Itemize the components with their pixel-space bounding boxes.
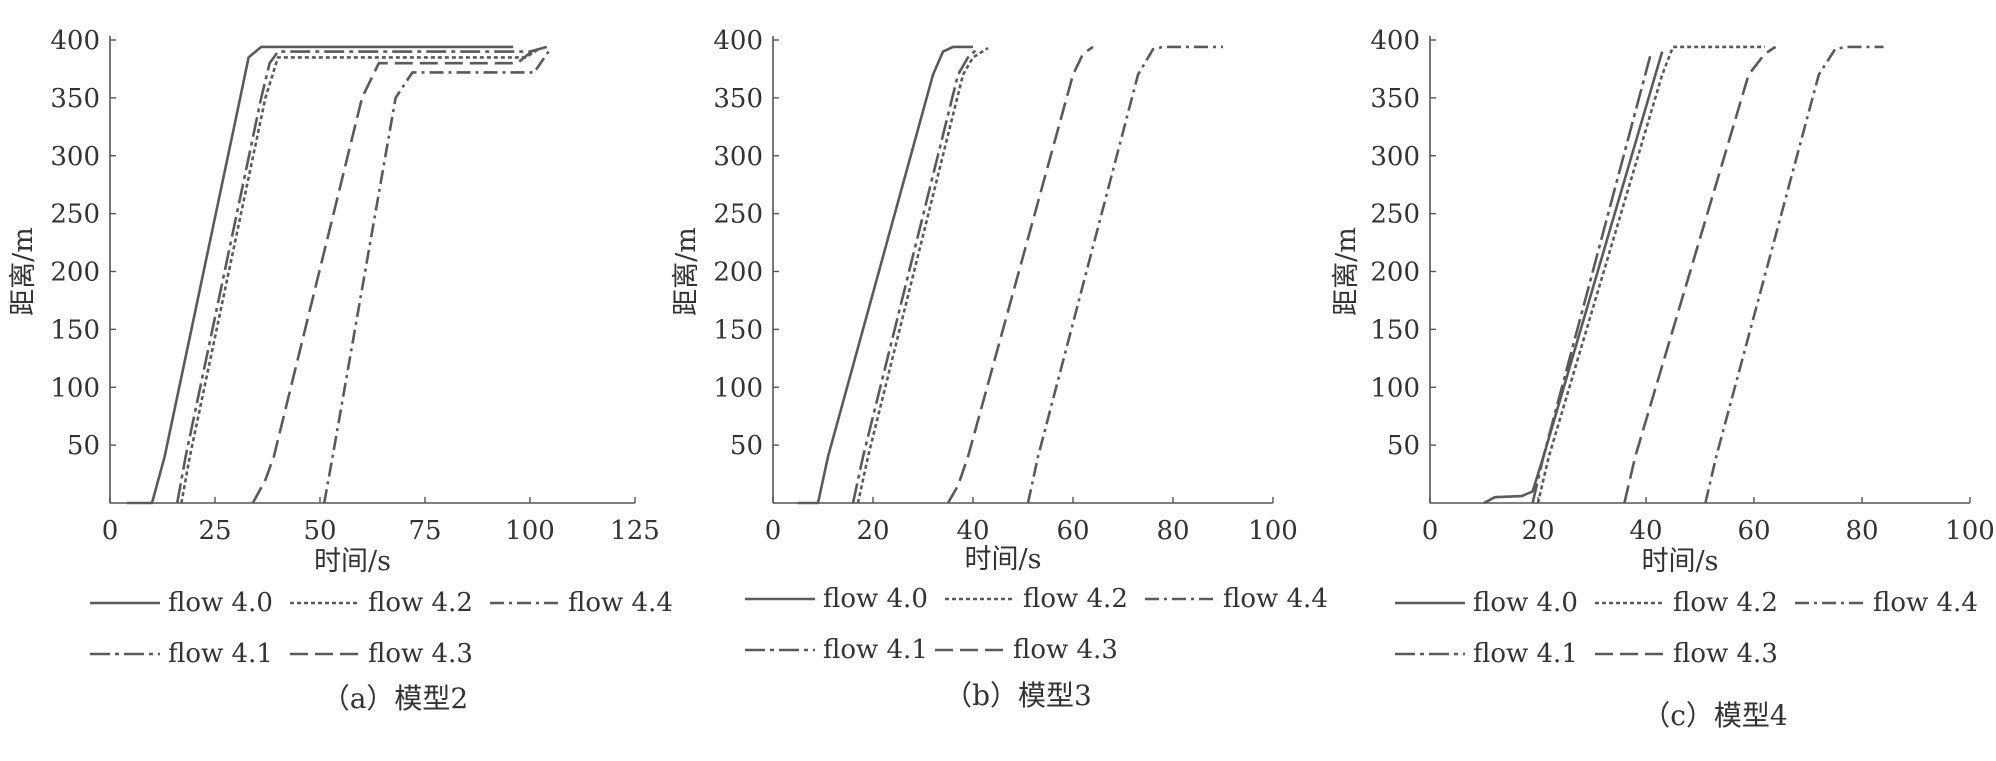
y-tick-label: 150: [713, 315, 763, 345]
x-tick-label: 25: [198, 516, 231, 546]
y-tick-label: 100: [1370, 373, 1420, 403]
legend-label: flow 4.1: [168, 639, 273, 669]
x-tick-label: 40: [1629, 516, 1662, 546]
legend-label: flow 4.0: [823, 584, 928, 614]
y-tick-label: 300: [50, 142, 100, 172]
legend-label: flow 4.2: [1023, 584, 1128, 614]
panel-caption: （b）模型3: [944, 679, 1092, 712]
series-line-flow-4-2: [1536, 45, 1765, 504]
legend-label: flow 4.1: [1473, 639, 1578, 669]
y-tick-label: 350: [50, 84, 100, 114]
panel-caption: （a）模型2: [322, 682, 469, 715]
x-tick-label: 0: [1422, 516, 1439, 546]
x-tick-label: 60: [1056, 516, 1089, 546]
series-line-flow-4-3: [251, 48, 536, 504]
y-tick-label: 50: [67, 431, 100, 461]
legend-label: flow 4.4: [1873, 588, 1978, 618]
x-tick-label: 80: [1156, 516, 1189, 546]
legend-label: flow 4.3: [1013, 635, 1118, 665]
x-tick-label: 40: [956, 516, 989, 546]
x-tick-label: 75: [408, 516, 441, 546]
x-tick-label: 100: [1248, 516, 1298, 546]
series-line-flow-4-1: [1531, 51, 1653, 504]
y-tick-label: 200: [50, 258, 100, 288]
y-tick-label: 300: [1370, 142, 1420, 172]
y-tick-label: 50: [730, 431, 763, 461]
legend-label: flow 4.3: [1673, 639, 1778, 669]
series-line-flow-4-1: [175, 45, 548, 504]
series-line-flow-4-0: [1483, 51, 1664, 505]
y-tick-label: 150: [1370, 315, 1420, 345]
chart-panel-1: 50 100 150 200 250 300 350 400 0 25 50 75 100 125 时间/s…: [8, 26, 673, 715]
series-line-flow-4-0: [126, 45, 514, 505]
legend-label: flow 4.0: [1473, 588, 1578, 618]
x-tick-label: 20: [1521, 516, 1554, 546]
series-line-flow-4-1: [851, 47, 979, 504]
y-tick-label: 400: [1370, 26, 1420, 56]
x-tick-label: 80: [1845, 516, 1878, 546]
legend-label: flow 4.3: [368, 639, 473, 669]
x-tick-label: 0: [102, 516, 119, 546]
y-tick-label: 300: [713, 142, 763, 172]
series-line-flow-4-2: [856, 46, 989, 504]
chart-panel-2: 50 100 150 200 250 300 350 400 0 20 40 60 80 100 时间/s 距…: [671, 26, 1328, 712]
chart-panel-3: 50 100 150 200 250 300 350 400 0 20 40 60 80 100 时间/s 距…: [1331, 26, 1995, 732]
y-tick-label: 250: [1370, 200, 1420, 230]
legend-label: flow 4.2: [1673, 588, 1778, 618]
legend-label: flow 4.1: [823, 635, 928, 665]
y-tick-label: 200: [713, 258, 763, 288]
x-tick-label: 50: [303, 516, 336, 546]
y-axis-title: 距离/m: [671, 227, 702, 316]
y-tick-label: 250: [713, 200, 763, 230]
x-axis-title: 时间/s: [965, 544, 1042, 575]
legend-label: flow 4.0: [168, 588, 273, 618]
x-tick-label: 0: [765, 516, 782, 546]
y-tick-label: 200: [1370, 258, 1420, 288]
y-tick-label: 150: [50, 315, 100, 345]
y-tick-label: 100: [50, 373, 100, 403]
y-tick-label: 400: [50, 26, 100, 56]
series-line-flow-4-0: [798, 45, 973, 505]
legend-label: flow 4.4: [568, 588, 673, 618]
x-tick-label: 100: [1945, 516, 1995, 546]
y-axis-title: 距离/m: [1331, 227, 1362, 316]
x-tick-label: 60: [1737, 516, 1770, 546]
series-line-flow-4-4: [322, 47, 553, 504]
series-line-flow-4-3: [1623, 45, 1777, 504]
series-line-flow-4-4: [1026, 45, 1223, 504]
y-tick-label: 350: [713, 84, 763, 114]
legend-label: flow 4.4: [1223, 584, 1328, 614]
x-axis-title: 时间/s: [314, 546, 391, 577]
x-axis-title: 时间/s: [1642, 546, 1719, 577]
y-tick-label: 350: [1370, 84, 1420, 114]
series-line-flow-4-2: [180, 48, 540, 504]
y-tick-label: 50: [1387, 431, 1420, 461]
series-line-flow-4-4: [1704, 45, 1884, 504]
x-tick-label: 125: [610, 516, 660, 546]
y-tick-label: 400: [713, 26, 763, 56]
x-tick-label: 20: [856, 516, 889, 546]
y-tick-label: 100: [713, 373, 763, 403]
x-tick-label: 100: [505, 516, 555, 546]
y-axis-title: 距离/m: [8, 227, 39, 316]
y-tick-label: 250: [50, 200, 100, 230]
panel-caption: （c）模型4: [1642, 699, 1788, 732]
series-line-flow-4-3: [946, 45, 1094, 504]
legend-label: flow 4.2: [368, 588, 473, 618]
